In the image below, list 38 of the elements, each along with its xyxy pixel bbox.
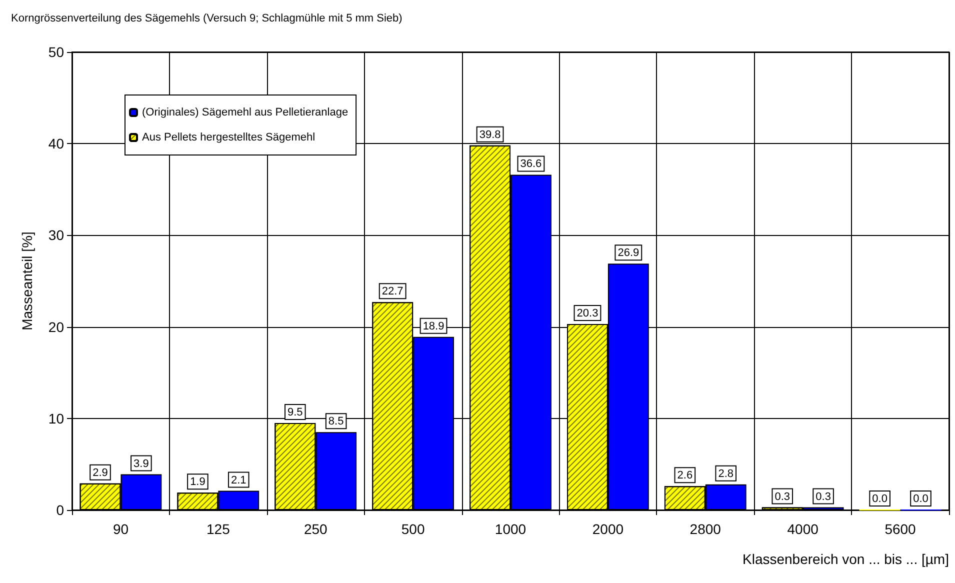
y-tick-label: 20	[48, 318, 64, 335]
data-label: 2.9	[92, 466, 108, 479]
data-label: 0.0	[913, 493, 928, 505]
x-tick-label: 1000	[494, 521, 526, 537]
data-label: 2.6	[677, 470, 693, 482]
y-tick-label: 40	[48, 136, 64, 152]
x-tick-label: 4000	[787, 521, 819, 537]
data-label: 2.1	[230, 474, 246, 486]
y-axis-title: Masseanteil [%]	[19, 232, 35, 330]
y-tick-label: 30	[48, 227, 64, 244]
x-tick-label: 5600	[884, 521, 916, 537]
y-tick-label: 50	[48, 44, 64, 60]
x-tick-label: 2000	[592, 521, 624, 537]
x-tick-label: 250	[304, 521, 328, 537]
x-tick-label: 125	[206, 521, 230, 537]
x-tick-label: 90	[112, 521, 129, 537]
data-label: 2.8	[718, 468, 734, 480]
data-label: 39.8	[479, 128, 501, 141]
data-label: 26.9	[618, 247, 640, 260]
chart-title: Korngrössenverteilung des Sägemehls (Versuch 9; Schlagmühle mit 5 mm Sieb)	[11, 12, 402, 24]
legend-label: Aus Pellets hergestelltes Sägemehl	[142, 132, 316, 144]
x-axis-title: Klassenbereich von ... bis ... [µm]	[742, 551, 949, 567]
data-label: 3.9	[134, 458, 149, 470]
legend-label: (Originales) Sägemehl aus Pelletieranlage	[142, 106, 348, 118]
data-label: 0.0	[872, 493, 888, 505]
y-tick-label: 10	[48, 410, 64, 426]
data-label: 0.3	[774, 490, 790, 503]
data-label: 9.5	[288, 406, 303, 418]
data-label: 22.7	[382, 286, 404, 298]
data-label: 1.9	[190, 476, 206, 488]
data-label: 36.6	[520, 158, 542, 170]
x-tick-label: 500	[401, 521, 425, 537]
x-tick-label: 2800	[690, 521, 722, 537]
data-label: 20.3	[576, 308, 598, 320]
data-label: 8.5	[328, 416, 344, 428]
data-label: 18.9	[422, 320, 444, 332]
data-label: 0.3	[816, 490, 831, 503]
y-tick-label: 0	[56, 502, 64, 518]
